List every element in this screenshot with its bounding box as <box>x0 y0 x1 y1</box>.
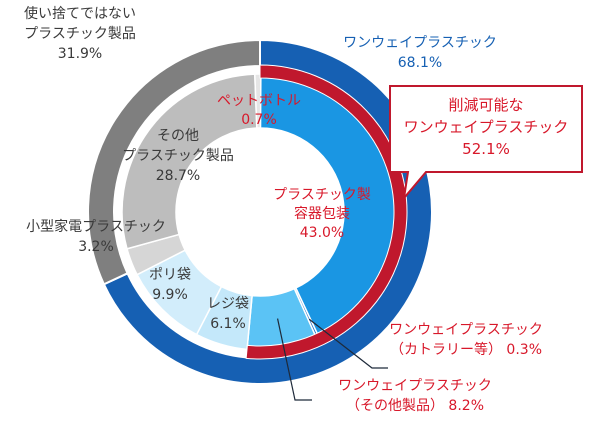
inner-label-6: その他プラスチック製品 28.7% <box>122 128 234 184</box>
inner-label-2: ワンウェイプラスチック（その他製品） 8.2% <box>338 378 492 414</box>
leader-other-oneway <box>276 318 312 401</box>
inner-label-5: 小型家電プラスチック 3.2% <box>26 218 166 255</box>
inner-ring <box>121 73 399 351</box>
highlight-band <box>245 64 408 360</box>
labels: ワンウェイプラスチック 68.1% 使い捨てではないプラスチック製品 31.9% プラス… <box>24 5 568 414</box>
inner-slice-6 <box>121 73 258 250</box>
callout-box <box>389 85 583 202</box>
inner-label-3: レジ袋 6.1% <box>207 296 249 332</box>
inner-label-4: ポリ袋 9.9% <box>149 267 191 303</box>
reducible-highlight <box>245 64 408 360</box>
callout-frame <box>389 85 583 202</box>
inner-label-7: ペットボトル 0.7% <box>217 93 301 128</box>
leader-lines <box>276 318 388 401</box>
outer-label-nononeway: 使い捨てではないプラスチック製品 31.9% <box>24 5 136 62</box>
leader-cutlery <box>308 318 388 369</box>
outer-slice-1 <box>87 38 261 286</box>
inner-slice-7 <box>254 73 262 129</box>
inner-label-0: プラスチック製容器包装 43.0% <box>273 187 371 241</box>
callout-label: 削減可能なワンウェイプラスチック 52.1% <box>404 96 569 158</box>
inner-label-1: ワンウェイプラスチック（カトラリー等） 0.3% <box>389 322 543 358</box>
outer-label-oneway: ワンウェイプラスチック 68.1% <box>343 35 497 71</box>
